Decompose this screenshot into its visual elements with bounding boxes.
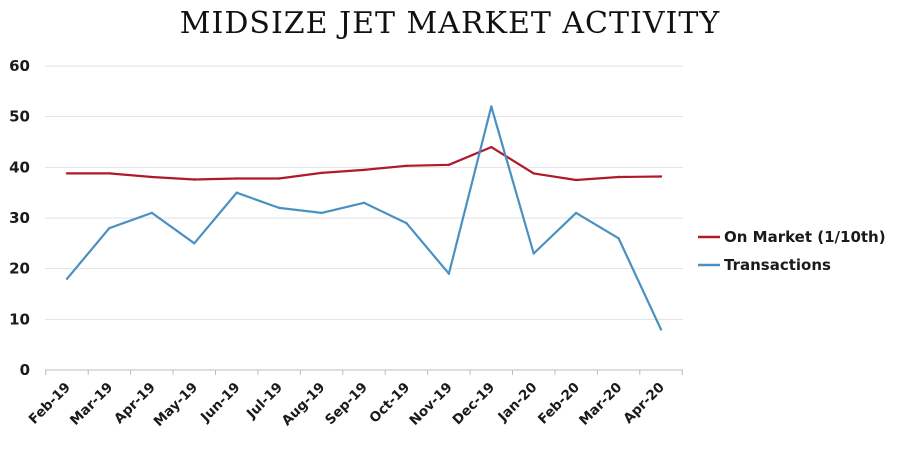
data-point-on-market [574,178,578,182]
x-tick-label: Apr-20 [620,380,667,427]
x-tick-label: Aug-19 [279,380,329,430]
data-point-transactions [362,201,366,204]
legend-label: Transactions [724,256,831,274]
data-point-on-market [150,175,154,179]
x-tick-label: Jun-19 [197,380,243,426]
y-tick-label: 30 [9,209,30,227]
x-tick-label: Oct-19 [366,380,413,427]
data-point-on-market [659,175,663,178]
series-line-on-market [67,146,662,182]
y-tick-label: 50 [9,108,30,126]
data-point-transactions [320,211,323,215]
data-point-on-market [490,145,493,149]
data-point-on-market [193,178,196,181]
data-point-on-market [235,177,238,180]
y-tick-label: 60 [9,57,30,75]
data-point-transactions [108,226,111,230]
data-point-transactions [617,237,620,240]
data-point-on-market [65,172,69,175]
data-point-on-market [447,163,451,166]
data-point-on-market [108,172,111,175]
y-tick-label: 10 [9,310,30,328]
data-point-on-market [405,164,408,168]
x-tick-label: Feb-20 [535,380,583,428]
y-tick-label: 40 [9,158,30,176]
y-tick-label: 0 [20,361,30,379]
data-point-transactions [405,221,408,225]
x-tick-label: Feb-19 [26,380,74,428]
data-point-transactions [490,105,493,108]
x-tick-label: Sep-19 [322,380,371,429]
data-point-on-market [362,168,366,172]
data-point-transactions [65,277,69,280]
y-tick-label: 20 [9,260,30,278]
x-tick-label: Jan-20 [494,380,540,426]
x-tick-label: Nov-19 [406,380,455,429]
legend-label: On Market (1/10th) [724,228,886,246]
data-point-transactions [235,191,238,194]
x-tick-label: May-19 [151,380,201,430]
data-point-transactions [447,272,451,275]
data-point-on-market [617,175,620,179]
data-point-transactions [277,206,281,210]
data-point-transactions [150,211,154,215]
x-tick-label: Mar-19 [67,380,116,429]
data-point-transactions [193,242,196,245]
data-point-transactions [532,252,535,255]
data-point-on-market [277,177,281,180]
data-point-transactions [574,211,578,215]
data-point-on-market [532,172,535,175]
x-tick-label: Mar-20 [576,380,625,429]
data-point-on-market [320,171,323,175]
x-tick-label: Dec-19 [449,380,498,429]
data-point-transactions [659,328,663,331]
chart-title: MIDSIZE JET MARKET ACTIVITY [179,6,721,41]
